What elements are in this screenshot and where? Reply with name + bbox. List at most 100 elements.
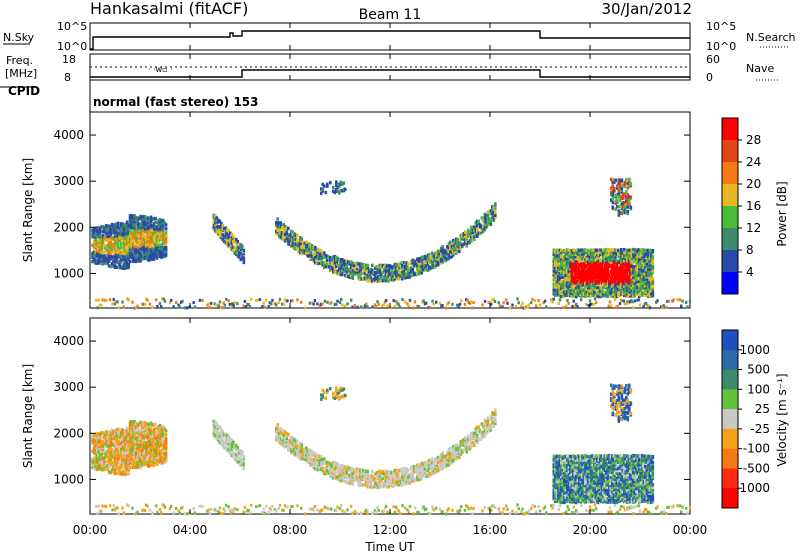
echo-early-band bbox=[134, 233, 138, 238]
echo-early-band bbox=[92, 231, 96, 235]
echo-early-band bbox=[103, 467, 106, 471]
echo-main-arc bbox=[329, 462, 332, 466]
echo-early-band bbox=[125, 432, 129, 436]
echo-early-band bbox=[136, 442, 139, 447]
echo-late-cluster bbox=[584, 287, 587, 291]
nave-tick-bottom: 0 bbox=[706, 71, 713, 84]
echo-main-arc bbox=[309, 253, 313, 257]
echo-main-arc bbox=[440, 249, 443, 253]
echo-early-band bbox=[103, 465, 106, 469]
ground-scatter bbox=[286, 299, 289, 303]
echo-early-band bbox=[128, 447, 132, 451]
echo-early-band bbox=[113, 461, 117, 465]
echo-late-cluster bbox=[591, 263, 595, 267]
echo-late-cluster bbox=[630, 248, 634, 253]
echo-early-band bbox=[109, 237, 112, 242]
echo-arc-1 bbox=[224, 442, 228, 446]
echo-early-band bbox=[110, 448, 114, 452]
echo-early-band bbox=[115, 444, 118, 448]
echo-late-cluster bbox=[572, 290, 575, 294]
echo-early-band bbox=[98, 461, 102, 465]
echo-main-arc bbox=[449, 249, 452, 254]
echo-early-band bbox=[152, 450, 156, 454]
colorbar-tick-label: 8 bbox=[746, 243, 754, 257]
echo-late-cluster bbox=[641, 286, 644, 290]
echo-arc-1 bbox=[242, 252, 246, 256]
echo-early-band bbox=[157, 440, 160, 444]
ground-scatter bbox=[316, 302, 319, 306]
echo-main-arc bbox=[410, 472, 413, 476]
echo-main-arc bbox=[284, 438, 287, 443]
echo-main-arc bbox=[470, 225, 473, 230]
echo-late-cluster bbox=[585, 257, 589, 261]
echo-early-band bbox=[130, 419, 133, 424]
echo-late-cluster bbox=[575, 275, 578, 279]
echo-late-cluster bbox=[572, 265, 575, 269]
echo-late-cluster bbox=[605, 256, 608, 261]
echo-early-band bbox=[163, 458, 166, 462]
echo-late-cluster bbox=[554, 250, 557, 254]
echo-main-arc bbox=[386, 278, 389, 283]
echo-late-cluster bbox=[602, 289, 605, 294]
echo-main-arc bbox=[408, 271, 412, 275]
ground-scatter bbox=[412, 306, 415, 310]
echo-late-cluster bbox=[572, 256, 575, 260]
echo-early-band bbox=[98, 247, 102, 251]
echo-early-band bbox=[130, 431, 133, 436]
echo-arc-1 bbox=[232, 239, 235, 243]
echo-early-band bbox=[103, 450, 106, 454]
ground-scatter bbox=[115, 300, 118, 304]
echo-early-band bbox=[101, 461, 105, 465]
echo-main-arc bbox=[285, 226, 289, 230]
echo-late-cluster bbox=[638, 294, 641, 298]
echo-late-cluster bbox=[561, 275, 565, 279]
echo-early-band bbox=[115, 227, 118, 232]
echo-early-band bbox=[125, 248, 129, 252]
echo-early-band bbox=[92, 462, 96, 467]
echo-late-cluster bbox=[603, 275, 607, 279]
echo-early-band bbox=[119, 222, 123, 226]
echo-early-band bbox=[109, 231, 112, 235]
ground-scatter bbox=[162, 297, 165, 301]
echo-late-cluster bbox=[618, 290, 622, 295]
echo-late-cluster bbox=[614, 285, 617, 290]
echo-early-band bbox=[112, 228, 115, 232]
echo-main-arc bbox=[494, 215, 497, 220]
echo-arc-1 bbox=[218, 228, 222, 232]
echo-late-cluster bbox=[638, 256, 641, 260]
echo-main-arc bbox=[374, 266, 377, 270]
echo-main-arc bbox=[386, 470, 389, 474]
echo-main-arc bbox=[426, 260, 430, 264]
echo-high-scatter bbox=[324, 190, 328, 195]
echo-main-arc bbox=[434, 265, 437, 269]
echo-late-cluster bbox=[645, 282, 649, 286]
echo-early-band bbox=[158, 430, 162, 434]
echo-arc-1 bbox=[218, 225, 222, 229]
echo-late-cluster bbox=[632, 265, 635, 269]
echo-main-arc bbox=[291, 230, 295, 234]
echo-early-band bbox=[151, 217, 154, 221]
echo-arc-1 bbox=[239, 451, 243, 456]
echo-early-band bbox=[97, 440, 100, 444]
echo-main-arc bbox=[311, 460, 314, 464]
echo-main-arc bbox=[338, 478, 341, 482]
echo-late-cluster bbox=[621, 261, 625, 265]
echo-early-band bbox=[161, 218, 165, 223]
echo-main-arc bbox=[275, 222, 278, 227]
echo-early-band bbox=[154, 239, 157, 243]
echo-main-arc bbox=[384, 471, 388, 476]
echo-main-arc bbox=[435, 463, 439, 467]
echo-late-cluster bbox=[627, 281, 631, 285]
echo-main-arc bbox=[356, 474, 359, 478]
echo-early-band bbox=[148, 464, 151, 468]
echo-main-arc bbox=[323, 261, 326, 266]
echo-main-arc bbox=[372, 277, 376, 281]
echo-main-arc bbox=[392, 274, 395, 278]
echo-arc-1 bbox=[242, 259, 246, 263]
echo-main-arc bbox=[275, 229, 278, 233]
echo-late-cluster bbox=[567, 282, 571, 286]
echo-main-arc bbox=[476, 232, 479, 236]
echo-early-band bbox=[113, 455, 117, 459]
echo-early-band bbox=[113, 452, 117, 457]
echo-late-cluster bbox=[620, 287, 623, 292]
